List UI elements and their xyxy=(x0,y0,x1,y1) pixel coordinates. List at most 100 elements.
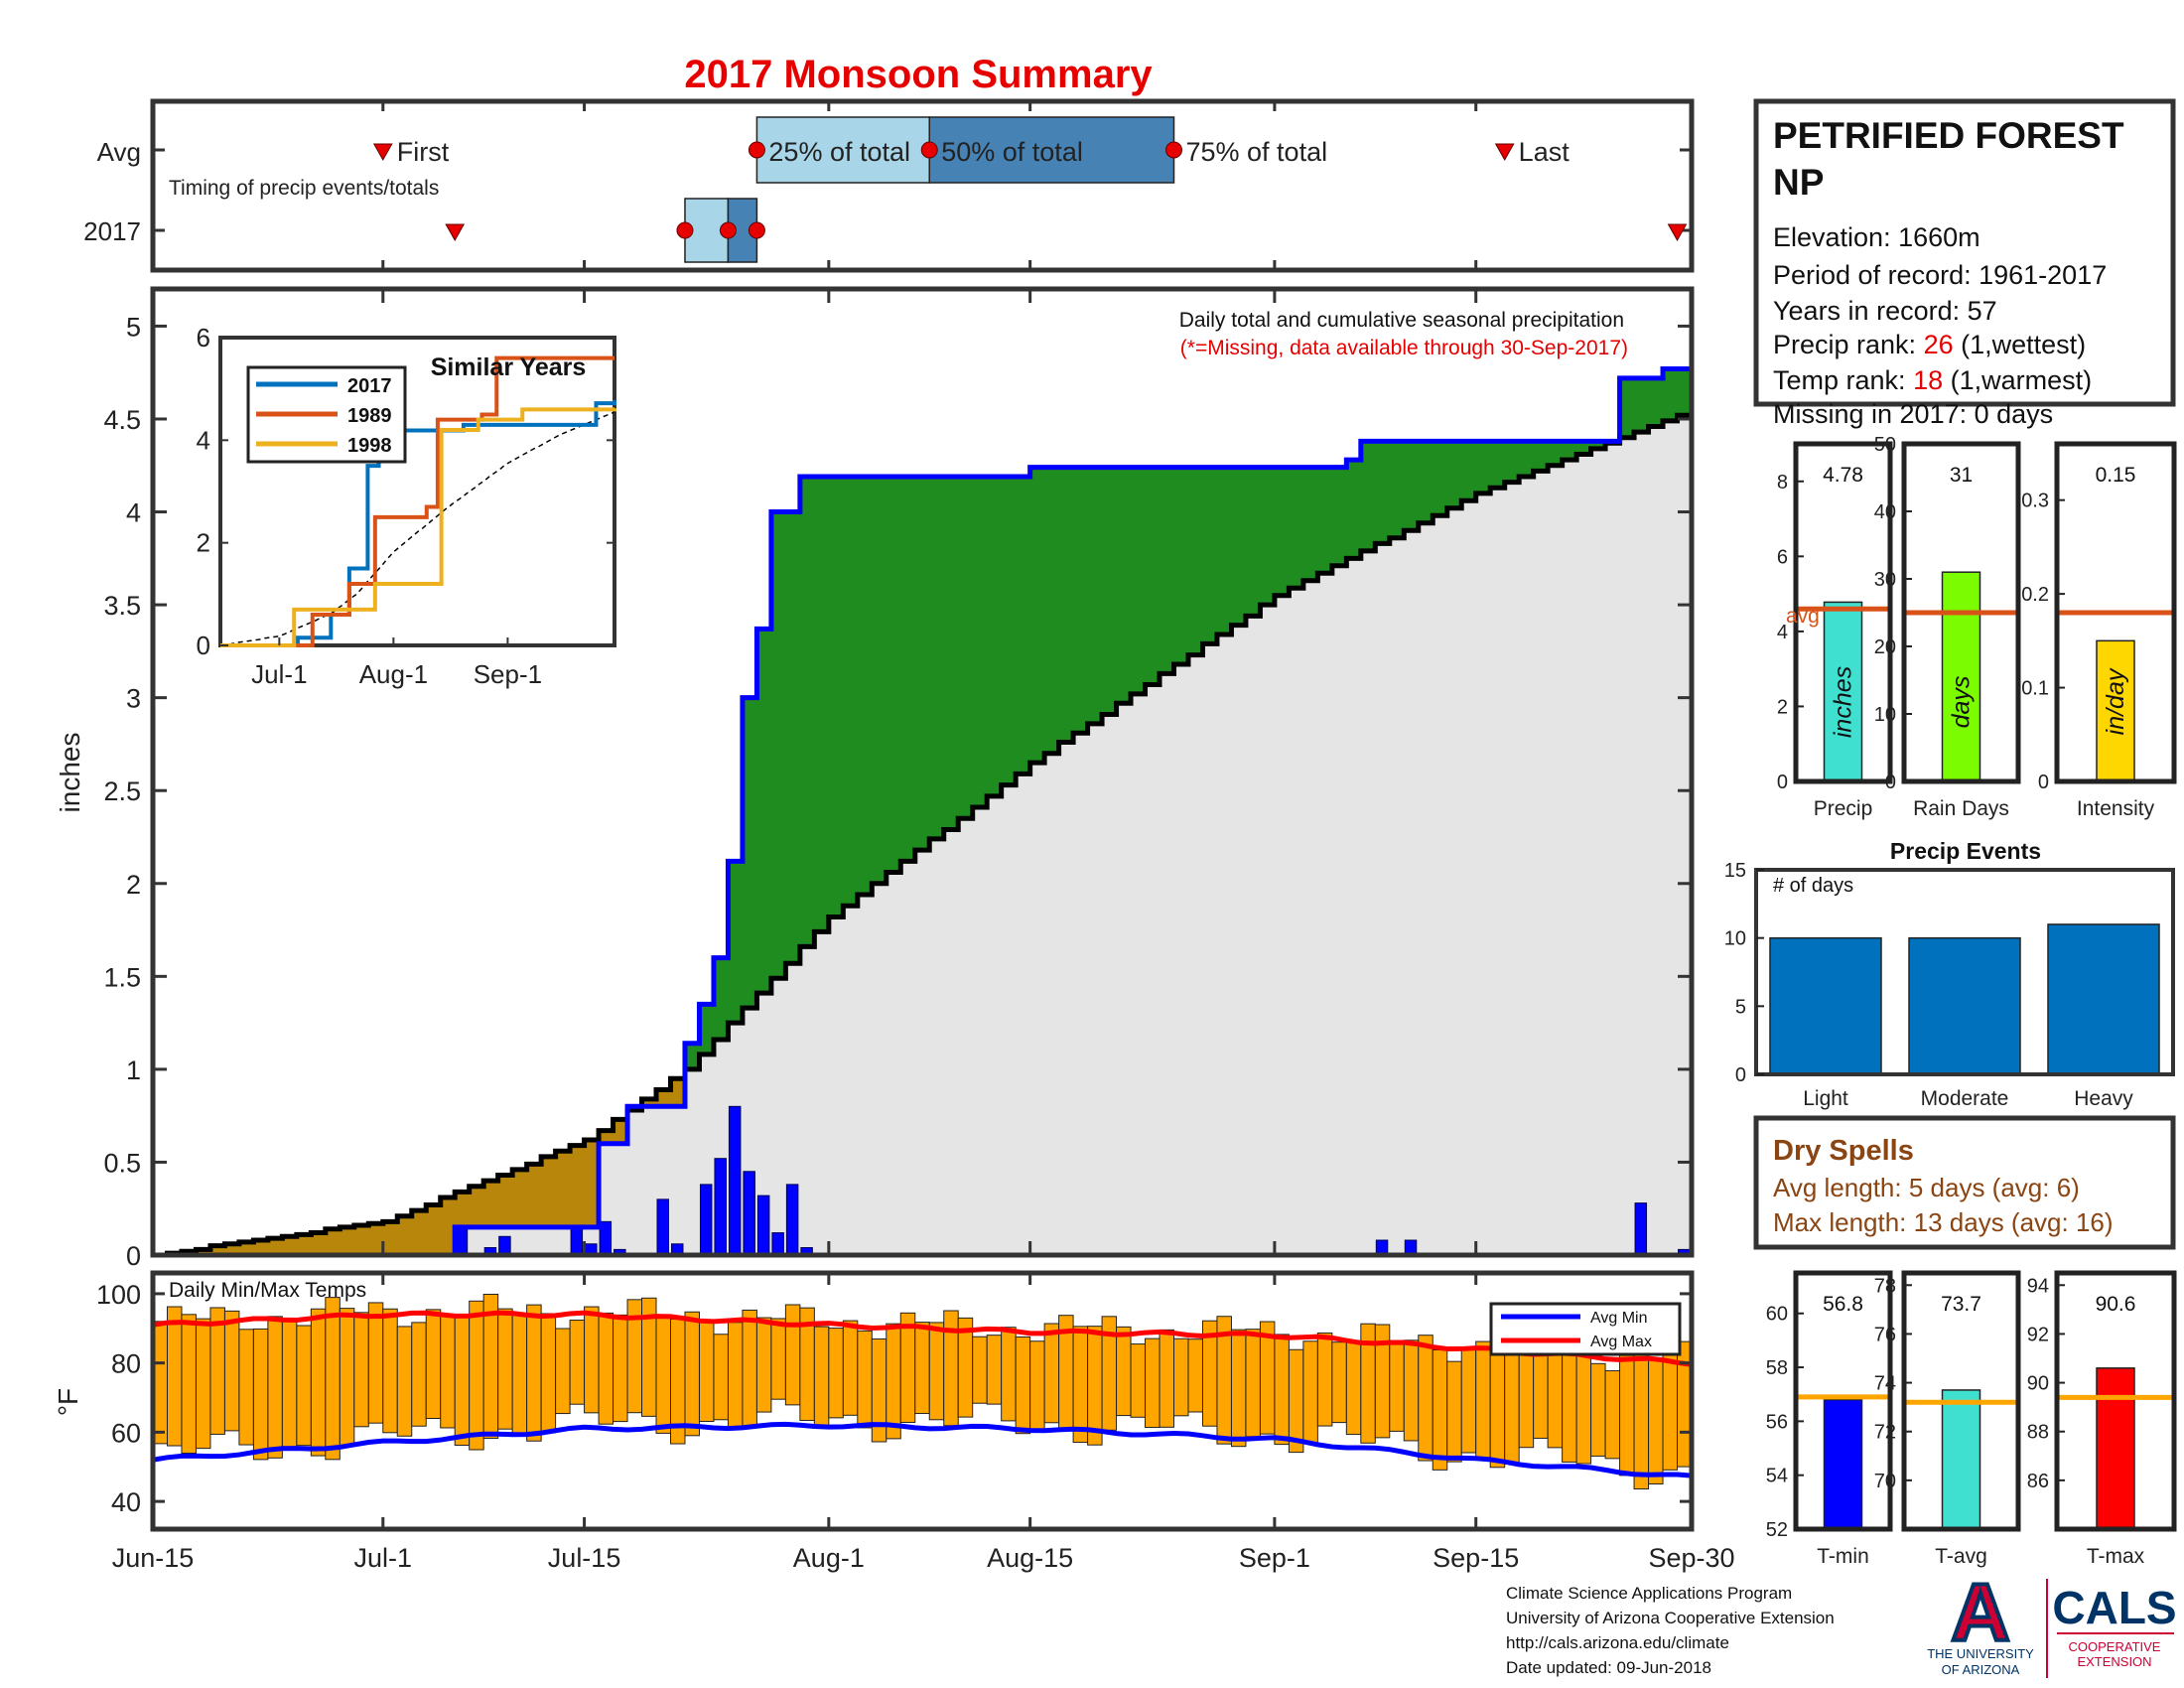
dry-spells-avg: Avg length: 5 days (avg: 6) xyxy=(1773,1173,2080,1202)
tmin-mini-tick-label-1: 54 xyxy=(1766,1466,1788,1487)
dry-spells-box: Dry Spells Avg length: 5 days (avg: 6) M… xyxy=(1753,1115,2176,1250)
tavg-mini-tick-label-3: 76 xyxy=(1874,1324,1896,1345)
temp-label: Daily Min/Max Temps xyxy=(169,1279,366,1302)
tmin-mini-tick-label-3: 58 xyxy=(1766,1357,1788,1379)
events-title: Precip Events xyxy=(1890,838,2041,864)
inset-xtick-label-0: Jul-1 xyxy=(251,659,307,689)
precip-mini-bar xyxy=(1823,601,1863,782)
temp-bar-89 xyxy=(1432,1349,1448,1471)
precip-ytick-label-5: 2.5 xyxy=(103,776,141,806)
temp-bar-94 xyxy=(1504,1346,1520,1465)
temp-bar-47 xyxy=(828,1328,844,1419)
daily-precip-bar-14 xyxy=(771,1232,784,1256)
timing-row-avg: Avg xyxy=(97,137,141,167)
events-ticks: 0 5 10 15 xyxy=(1724,860,1764,1086)
ua-name-line2: OF ARIZONA xyxy=(1942,1662,2020,1677)
temp-bar-93 xyxy=(1489,1349,1506,1469)
precip-ytick-label-7: 3.5 xyxy=(103,591,141,621)
intensity-mini-label: Intensity xyxy=(2077,797,2155,820)
year-q75-marker xyxy=(748,221,765,239)
footer: Climate Science Applications Program Uni… xyxy=(1506,1584,1835,1677)
daily-precip-bar-13 xyxy=(756,1195,770,1256)
temp-bar-78 xyxy=(1274,1334,1290,1446)
raindays-mini-tick-label-0: 0 xyxy=(1885,772,1896,793)
daily-precip-bar-19 xyxy=(1634,1202,1648,1256)
year-first-marker xyxy=(445,223,466,242)
above-average-area xyxy=(627,368,1692,1111)
precip-mini-tick-label-1: 2 xyxy=(1777,696,1788,718)
temp-bar-39 xyxy=(713,1334,729,1421)
events-category-2: Heavy xyxy=(2074,1087,2133,1110)
temp-bar-48 xyxy=(842,1320,859,1416)
temp-ytick-label-1: 60 xyxy=(111,1418,141,1448)
temp-bar-43 xyxy=(770,1318,786,1400)
temp-bar-58 xyxy=(986,1335,1003,1405)
intensity-mini-tick-label-0: 0 xyxy=(2038,772,2049,793)
intensity-mini-value: 0.15 xyxy=(2096,464,2136,487)
raindays-mini-value: 31 xyxy=(1950,464,1973,487)
avg-last-marker xyxy=(1494,143,1515,162)
temp-legend-max: Avg Max xyxy=(1590,1334,1652,1350)
timing-panel: Avg 2017 Timing of precip events/totals … xyxy=(83,98,1695,273)
station-years: Years in record: 57 xyxy=(1773,296,1997,326)
events-ylabel: # of days xyxy=(1773,875,1853,897)
temp-bar-52 xyxy=(899,1312,916,1423)
station-period: Period of record: 1961-2017 xyxy=(1773,260,2107,290)
precip-mini-label: Precip xyxy=(1814,797,1873,820)
ua-logo: A THE UNIVERSITY OF ARIZONA CALS COOPERA… xyxy=(1927,1566,2177,1678)
date-label-4: Aug-15 xyxy=(987,1543,1073,1573)
temp-bar-102 xyxy=(1619,1354,1635,1477)
temp-bar-5 xyxy=(223,1310,240,1432)
temp-bar-99 xyxy=(1575,1348,1592,1465)
station-name-line2: NP xyxy=(1773,162,1824,203)
intensity-mini-frame xyxy=(2054,441,2177,784)
inset-xtick-label-1: Aug-1 xyxy=(359,659,428,689)
tmax-mini-value: 90.6 xyxy=(2096,1293,2136,1316)
inset-average-dashed-line xyxy=(219,411,615,646)
temp-bar-14 xyxy=(353,1312,369,1428)
temp-bar-75 xyxy=(1230,1329,1247,1448)
tavg-mini-value: 73.7 xyxy=(1941,1293,1981,1316)
temp-y-label: °F xyxy=(53,1388,83,1416)
intensity-mini-tick-label-2: 0.2 xyxy=(2021,584,2049,606)
temp-bar-2 xyxy=(181,1314,197,1455)
precip-frame xyxy=(150,286,1695,1258)
temp-bar-16 xyxy=(382,1308,398,1434)
station-missing: Missing in 2017: 0 days xyxy=(1773,399,2053,429)
temp-bar-59 xyxy=(1001,1327,1017,1422)
temp-bar-25 xyxy=(511,1312,528,1435)
temp-bar-41 xyxy=(742,1309,757,1429)
precip-events-panel: Precip Events Light Moderate Heavy 051015 … xyxy=(1724,838,2175,1110)
precip-ytick-label-0: 0 xyxy=(126,1241,141,1271)
station-elevation: Elevation: 1660m xyxy=(1773,222,1980,252)
figure-title: 2017 Monsoon Summary xyxy=(684,53,1153,96)
avg-q25-q50-box xyxy=(755,116,930,184)
precip-y-ticks: 0 0.5 1 1.5 2 2.5 3 3.5 4 4.5 5 xyxy=(103,312,1692,1271)
timing-row-2017: 2017 xyxy=(83,216,141,246)
temp-bar-24 xyxy=(497,1308,513,1430)
temp-bar-32 xyxy=(613,1314,628,1423)
daily-precip-bar-11 xyxy=(728,1105,742,1256)
temp-bar-86 xyxy=(1389,1339,1405,1432)
temp-bar-17 xyxy=(396,1326,413,1437)
temp-bar-22 xyxy=(469,1300,484,1451)
precip-mini-frame xyxy=(1793,441,1893,784)
temp-bar-18 xyxy=(411,1322,427,1427)
temp-bar-60 xyxy=(1015,1336,1031,1435)
avg-max-line xyxy=(152,1310,1693,1367)
tmin-mini-tick-label-2: 56 xyxy=(1766,1411,1788,1433)
cals-logo-text: CALS xyxy=(2052,1582,2176,1633)
inset-legend-1998: 1998 xyxy=(347,435,392,457)
tavg-mini-frame xyxy=(1901,1270,2021,1532)
temp-bar-44 xyxy=(784,1304,801,1406)
precip-panel: 0 0.5 1 1.5 2 2.5 3 3.5 4 4.5 5 inches Daily total… xyxy=(55,286,1695,1271)
temp-legend xyxy=(1489,1302,1682,1356)
precip-ytick-label-8: 4 xyxy=(126,498,141,528)
temp-bar-15 xyxy=(367,1302,384,1424)
tavg-mini-label: T-avg xyxy=(1935,1545,1987,1568)
precip-mini-tick-label-3: 6 xyxy=(1777,546,1788,568)
avg-cumulative-fill xyxy=(153,409,1692,1255)
temp-legend-min: Avg Min xyxy=(1590,1310,1648,1327)
avg-q50-label: 50% of total xyxy=(941,137,1083,167)
date-label-1: Jul-1 xyxy=(354,1543,413,1573)
